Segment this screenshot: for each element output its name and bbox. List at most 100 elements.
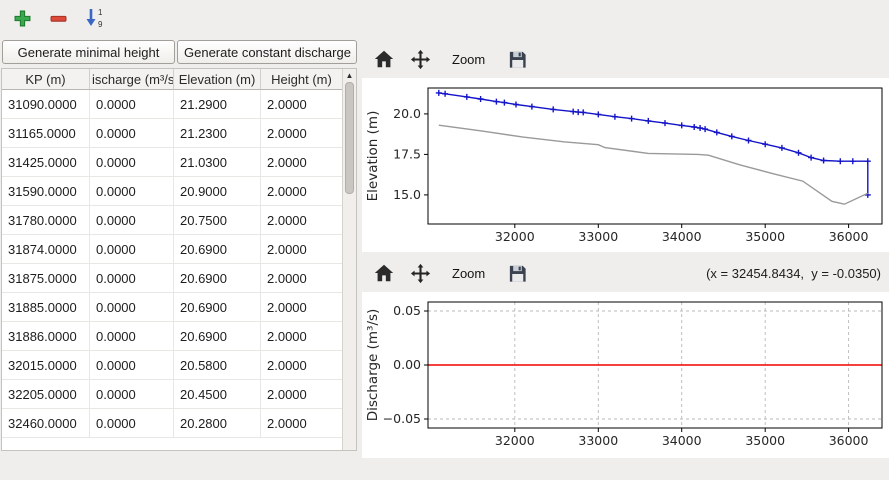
table-cell[interactable]: 2.0000 [261, 322, 343, 351]
table-row[interactable]: 31780.0000 0.0000 20.7500 2.0000 [2, 206, 343, 235]
table-row[interactable]: 32460.0000 0.0000 20.2800 2.0000 [2, 409, 343, 438]
svg-text:−0.05: −0.05 [383, 411, 421, 426]
table-row[interactable]: 31875.0000 0.0000 20.6900 2.0000 [2, 264, 343, 293]
table-cell[interactable]: 32015.0000 [2, 351, 90, 380]
column-header-kp: KP (m) [2, 69, 90, 90]
pan-icon [410, 49, 430, 69]
table-cell[interactable]: 20.9000 [174, 177, 261, 206]
svg-text:0.00: 0.00 [393, 357, 421, 372]
table-cell[interactable]: 31090.0000 [2, 90, 90, 119]
table-cell[interactable]: 2.0000 [261, 206, 343, 235]
remove-icon [50, 15, 66, 22]
table-cell[interactable]: 21.2900 [174, 90, 261, 119]
table-cell[interactable]: 0.0000 [90, 177, 174, 206]
table-row[interactable]: 31090.0000 0.0000 21.2900 2.0000 [2, 90, 343, 119]
table-cell[interactable]: 32460.0000 [2, 409, 90, 438]
table-cell[interactable]: 20.5800 [174, 351, 261, 380]
svg-text:Discharge (m³/s): Discharge (m³/s) [365, 309, 381, 422]
pan-button[interactable] [404, 258, 436, 288]
table-cell[interactable]: 0.0000 [90, 148, 174, 177]
table-cell[interactable]: 2.0000 [261, 293, 343, 322]
table-cell[interactable]: 21.0300 [174, 148, 261, 177]
add-row-button[interactable] [8, 4, 36, 32]
save-icon [509, 51, 526, 68]
svg-text:33000: 33000 [578, 433, 618, 448]
home-button[interactable] [368, 44, 400, 74]
table-cell[interactable]: 31875.0000 [2, 264, 90, 293]
generate-minimal-height-button[interactable]: Generate minimal height [2, 40, 175, 64]
pan-icon [410, 263, 430, 283]
discharge-figure[interactable]: 32000 33000 34000 35000 36000 −0.05 0.00 0.05 Di… [362, 292, 889, 458]
svg-text:32000: 32000 [495, 229, 535, 244]
table-row[interactable]: 31590.0000 0.0000 20.9000 2.0000 [2, 177, 343, 206]
table-header-row: KP (m) ischarge (m³/s Elevation (m) Heig… [2, 69, 343, 90]
table-cell[interactable]: 31874.0000 [2, 235, 90, 264]
table-cell[interactable]: 2.0000 [261, 235, 343, 264]
table-scrollbar[interactable]: ▲ [342, 69, 356, 450]
home-button[interactable] [368, 258, 400, 288]
table-row[interactable]: 31885.0000 0.0000 20.6900 2.0000 [2, 293, 343, 322]
sort-numeric-button[interactable]: 1 9 [80, 4, 108, 32]
table-cell[interactable]: 2.0000 [261, 380, 343, 409]
zoom-button[interactable]: Zoom [440, 258, 497, 288]
table-cell[interactable]: 20.7500 [174, 206, 261, 235]
scrollbar-thumb[interactable] [345, 82, 354, 194]
table-cell[interactable]: 31780.0000 [2, 206, 90, 235]
table-row[interactable]: 31886.0000 0.0000 20.6900 2.0000 [2, 322, 343, 351]
table-cell[interactable]: 2.0000 [261, 90, 343, 119]
scroll-up-arrow[interactable]: ▲ [345, 71, 354, 80]
zoom-button[interactable]: Zoom [440, 44, 497, 74]
pan-button[interactable] [404, 44, 436, 74]
table-cell[interactable]: 2.0000 [261, 409, 343, 438]
table-cell[interactable]: 2.0000 [261, 148, 343, 177]
table-cell[interactable]: 0.0000 [90, 264, 174, 293]
column-header-discharge: ischarge (m³/s [90, 69, 174, 90]
table-cell[interactable]: 31590.0000 [2, 177, 90, 206]
table-cell[interactable]: 32205.0000 [2, 380, 90, 409]
table-row[interactable]: 31165.0000 0.0000 21.2300 2.0000 [2, 119, 343, 148]
table-cell[interactable]: 2.0000 [261, 177, 343, 206]
table-row[interactable]: 31874.0000 0.0000 20.6900 2.0000 [2, 235, 343, 264]
discharge-plot[interactable]: 32000 33000 34000 35000 36000 −0.05 0.00 0.05 Di… [362, 292, 889, 458]
svg-text:9: 9 [98, 20, 103, 29]
table-body: 31090.0000 0.0000 21.2900 2.0000 31165.0000 0… [2, 90, 343, 438]
table-cell[interactable]: 2.0000 [261, 351, 343, 380]
table-cell[interactable]: 31886.0000 [2, 322, 90, 351]
table-cell[interactable]: 20.6900 [174, 322, 261, 351]
table-row[interactable]: 32205.0000 0.0000 20.4500 2.0000 [2, 380, 343, 409]
table-cell[interactable]: 0.0000 [90, 351, 174, 380]
table-cell[interactable]: 0.0000 [90, 90, 174, 119]
elevation-plot[interactable]: 32000 33000 34000 35000 36000 15.0 17.5 20.0 Ele… [362, 78, 889, 252]
svg-text:35000: 35000 [745, 433, 785, 448]
table-cell[interactable]: 0.0000 [90, 119, 174, 148]
table-cell[interactable]: 31425.0000 [2, 148, 90, 177]
table-cell[interactable]: 0.0000 [90, 322, 174, 351]
table-cell[interactable]: 2.0000 [261, 264, 343, 293]
table-cell[interactable]: 21.2300 [174, 119, 261, 148]
table-row[interactable]: 32015.0000 0.0000 20.5800 2.0000 [2, 351, 343, 380]
svg-text:Elevation (m): Elevation (m) [365, 111, 381, 202]
table-cell[interactable]: 20.4500 [174, 380, 261, 409]
save-icon [509, 265, 526, 282]
save-button[interactable] [501, 258, 533, 288]
svg-text:33000: 33000 [578, 229, 618, 244]
table-cell[interactable]: 20.6900 [174, 264, 261, 293]
table-cell[interactable]: 0.0000 [90, 380, 174, 409]
table-row[interactable]: 31425.0000 0.0000 21.0300 2.0000 [2, 148, 343, 177]
generate-constant-discharge-button[interactable]: Generate constant discharge [177, 40, 357, 64]
table-cell[interactable]: 20.6900 [174, 293, 261, 322]
remove-row-button[interactable] [44, 4, 72, 32]
table-cell[interactable]: 0.0000 [90, 293, 174, 322]
cursor-coordinates-readout: (x = 32454.8434, y = -0.0350) [706, 265, 881, 281]
kp-table-grid: KP (m) ischarge (m³/s Elevation (m) Heig… [2, 69, 343, 438]
table-cell[interactable]: 20.6900 [174, 235, 261, 264]
save-button[interactable] [501, 44, 533, 74]
table-cell[interactable]: 0.0000 [90, 409, 174, 438]
table-cell[interactable]: 31885.0000 [2, 293, 90, 322]
table-cell[interactable]: 20.2800 [174, 409, 261, 438]
table-cell[interactable]: 0.0000 [90, 235, 174, 264]
table-cell[interactable]: 0.0000 [90, 206, 174, 235]
table-cell[interactable]: 31165.0000 [2, 119, 90, 148]
table-cell[interactable]: 2.0000 [261, 119, 343, 148]
elevation-figure[interactable]: 32000 33000 34000 35000 36000 15.0 17.5 20.0 Ele… [362, 78, 889, 252]
